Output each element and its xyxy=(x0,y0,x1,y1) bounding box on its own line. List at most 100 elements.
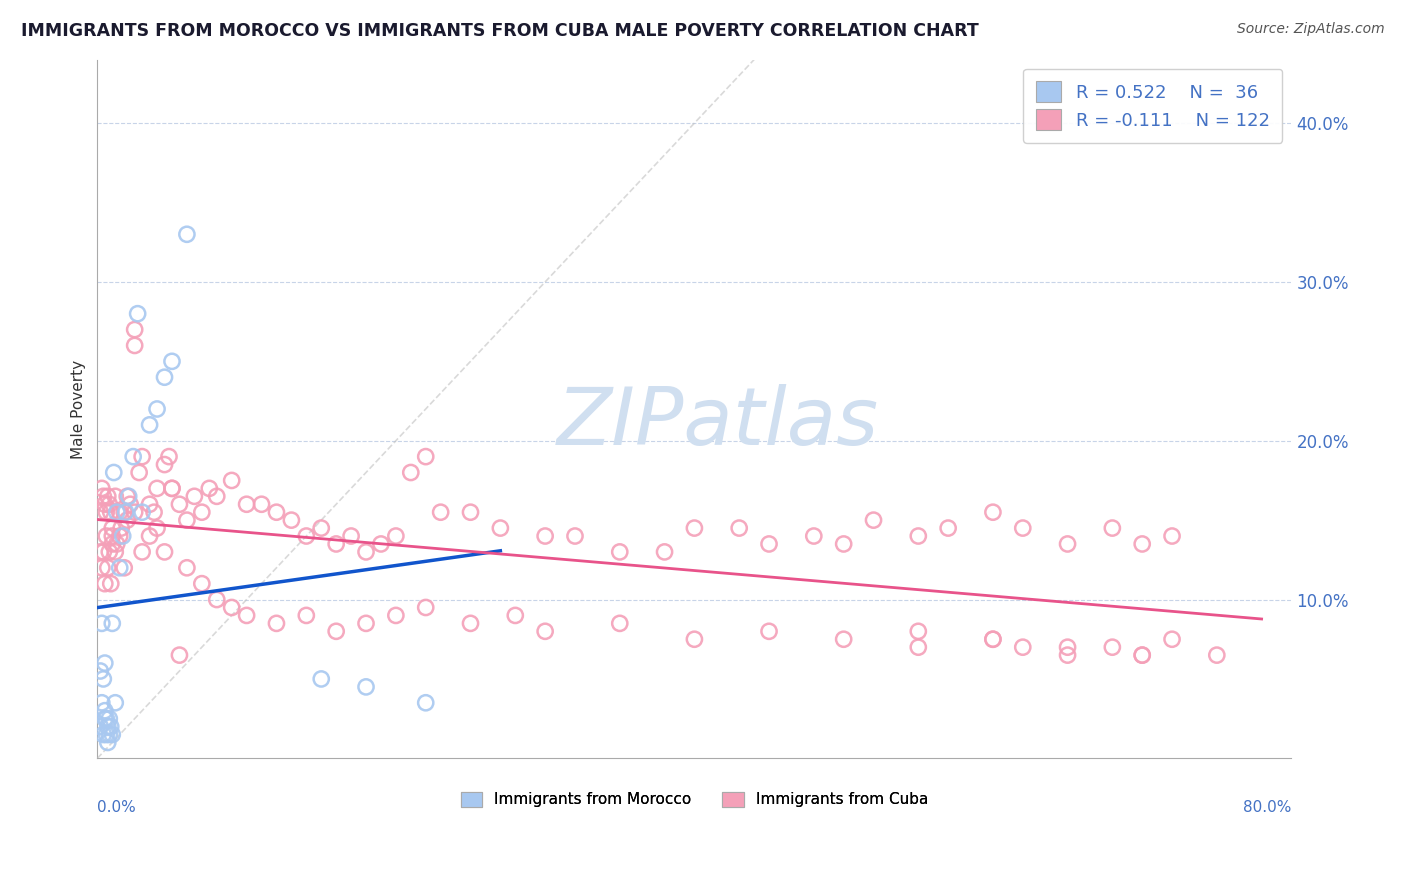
Point xyxy=(169,648,191,662)
Point xyxy=(758,624,780,639)
Point xyxy=(1161,632,1184,647)
Point xyxy=(89,505,111,519)
Point xyxy=(370,537,392,551)
Point xyxy=(124,322,146,336)
Point xyxy=(205,592,228,607)
Point xyxy=(325,624,347,639)
Point xyxy=(108,505,131,519)
Point xyxy=(112,561,135,575)
Point xyxy=(94,704,117,718)
Point xyxy=(153,458,176,472)
Point xyxy=(205,489,228,503)
Point xyxy=(90,616,112,631)
Point xyxy=(105,537,128,551)
Point xyxy=(460,505,482,519)
Point xyxy=(1101,640,1123,655)
Point xyxy=(97,489,120,503)
Point xyxy=(101,529,124,543)
Point xyxy=(128,466,150,480)
Point xyxy=(124,338,146,352)
Point xyxy=(157,450,180,464)
Y-axis label: Male Poverty: Male Poverty xyxy=(72,359,86,458)
Point xyxy=(936,521,959,535)
Point xyxy=(609,545,631,559)
Legend: Immigrants from Morocco, Immigrants from Cuba: Immigrants from Morocco, Immigrants from… xyxy=(454,785,934,814)
Point xyxy=(981,632,1004,647)
Point xyxy=(683,632,706,647)
Point xyxy=(1056,640,1078,655)
Point xyxy=(981,632,1004,647)
Point xyxy=(97,735,120,749)
Point xyxy=(94,576,117,591)
Point xyxy=(160,482,183,496)
Point xyxy=(235,497,257,511)
Point xyxy=(1130,648,1153,662)
Point xyxy=(89,720,111,734)
Point xyxy=(235,608,257,623)
Point xyxy=(803,529,825,543)
Point xyxy=(191,505,214,519)
Point xyxy=(250,497,273,511)
Point xyxy=(160,482,183,496)
Point xyxy=(153,545,176,559)
Point xyxy=(104,696,127,710)
Point xyxy=(354,616,377,631)
Point xyxy=(429,505,451,519)
Point xyxy=(415,450,437,464)
Point xyxy=(98,545,121,559)
Point xyxy=(124,505,146,519)
Point xyxy=(138,497,160,511)
Point xyxy=(354,680,377,694)
Point xyxy=(399,466,422,480)
Point xyxy=(832,632,855,647)
Point xyxy=(907,529,929,543)
Point xyxy=(832,537,855,551)
Text: Source: ZipAtlas.com: Source: ZipAtlas.com xyxy=(1237,22,1385,37)
Point xyxy=(101,521,124,535)
Point xyxy=(91,727,114,741)
Point xyxy=(309,521,332,535)
Point xyxy=(138,417,160,432)
Point xyxy=(100,576,122,591)
Point xyxy=(153,370,176,384)
Point xyxy=(1130,648,1153,662)
Point xyxy=(101,537,124,551)
Point xyxy=(89,545,111,559)
Point xyxy=(138,529,160,543)
Point xyxy=(108,529,131,543)
Point xyxy=(266,505,288,519)
Point xyxy=(98,497,121,511)
Point xyxy=(90,561,112,575)
Point xyxy=(100,505,122,519)
Point xyxy=(91,545,114,559)
Point xyxy=(101,616,124,631)
Point xyxy=(160,354,183,368)
Point xyxy=(862,513,884,527)
Point xyxy=(105,505,128,519)
Point xyxy=(90,696,112,710)
Point xyxy=(191,576,214,591)
Point xyxy=(280,513,302,527)
Point xyxy=(108,561,131,575)
Text: 80.0%: 80.0% xyxy=(1243,800,1292,815)
Point xyxy=(460,616,482,631)
Point xyxy=(114,505,136,519)
Point xyxy=(654,545,676,559)
Point xyxy=(94,656,117,670)
Point xyxy=(340,529,363,543)
Point xyxy=(115,513,138,527)
Point xyxy=(110,521,132,535)
Point xyxy=(266,616,288,631)
Point xyxy=(104,489,127,503)
Point xyxy=(534,624,557,639)
Point xyxy=(131,545,153,559)
Point xyxy=(221,474,243,488)
Point xyxy=(183,489,205,503)
Point xyxy=(564,529,586,543)
Point xyxy=(728,521,751,535)
Point xyxy=(91,489,114,503)
Point xyxy=(221,600,243,615)
Point xyxy=(683,521,706,535)
Point xyxy=(97,561,120,575)
Point xyxy=(98,727,121,741)
